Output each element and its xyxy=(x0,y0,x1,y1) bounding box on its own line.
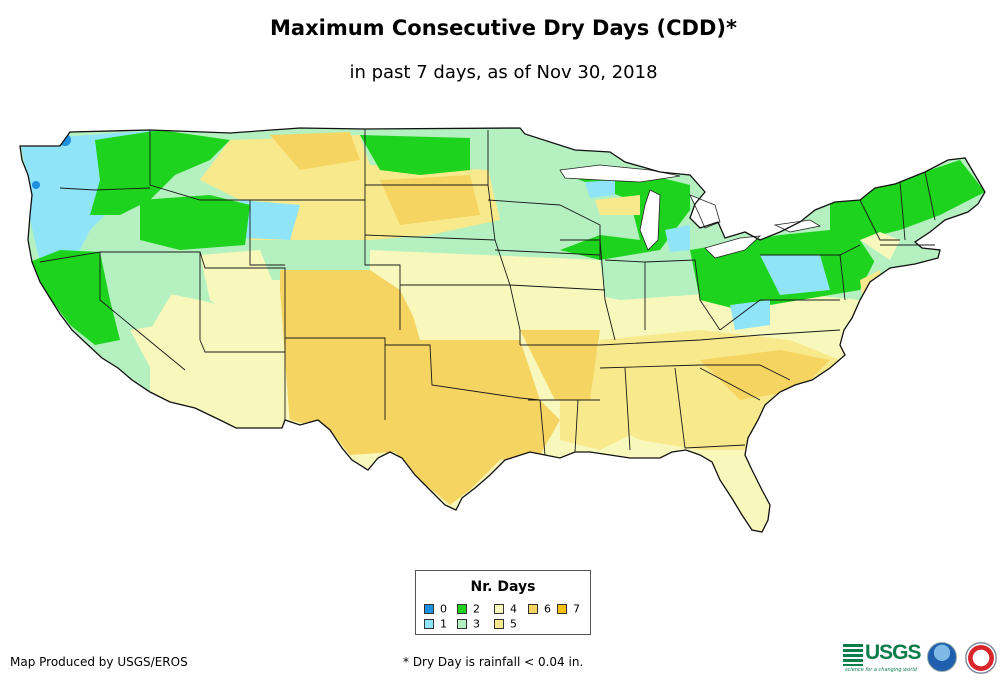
region-montana-6 xyxy=(270,132,360,170)
region-texas-ok xyxy=(280,270,560,505)
legend-item-4: 4 xyxy=(494,602,517,616)
legend-item-1: 1 xyxy=(424,617,447,631)
region-arkansas xyxy=(520,330,600,400)
usgs-mark-icon xyxy=(843,644,863,666)
legend-item-3: 3 xyxy=(457,617,480,631)
nws-logo-icon xyxy=(965,642,997,674)
legend-swatch-3 xyxy=(457,619,467,629)
region-idaho-2 xyxy=(90,130,230,215)
legend-item-0: 0 xyxy=(424,602,447,616)
legend-label-4: 4 xyxy=(510,602,517,616)
state-boundaries xyxy=(39,129,936,456)
region-pa-1 xyxy=(760,255,830,295)
map-subtitle: in past 7 days, as of Nov 30, 2018 xyxy=(349,62,658,83)
region-wisconsin-1 xyxy=(585,180,615,198)
cdd-raster xyxy=(20,128,985,532)
legend-label-7: 7 xyxy=(573,602,580,616)
usgs-logo: USGS xyxy=(865,641,922,664)
legend-label-6: 6 xyxy=(544,602,551,616)
legend-swatch-5 xyxy=(494,619,504,629)
map-credit: Map Produced by USGS/EROS xyxy=(10,655,188,669)
legend-item-2: 2 xyxy=(457,602,480,616)
legend-item-6: 6 xyxy=(528,602,551,616)
region-wi-5 xyxy=(595,195,640,215)
dry-day-note: * Dry Day is rainfall < 0.04 in. xyxy=(403,655,584,669)
region-coast-0 xyxy=(32,181,40,189)
usgs-tagline: science for a changing world xyxy=(845,667,917,673)
legend-swatch-7 xyxy=(557,604,567,614)
region-wyo-2 xyxy=(140,195,250,250)
great-lakes xyxy=(559,164,822,259)
legend-label-0: 0 xyxy=(440,602,447,616)
legend-swatch-0 xyxy=(424,604,434,614)
legend: Nr. Days 0 1 2 3 4 5 6 7 xyxy=(415,570,591,635)
region-dakota-6 xyxy=(380,175,480,225)
region-florida xyxy=(700,450,770,532)
region-utah xyxy=(200,250,280,330)
legend-label-2: 2 xyxy=(473,602,480,616)
region-central-plains xyxy=(370,250,610,330)
legend-swatch-4 xyxy=(494,604,504,614)
region-michigan-1 xyxy=(665,225,690,252)
legend-label-3: 3 xyxy=(473,617,480,631)
noaa-logo-icon xyxy=(927,642,957,672)
agency-logos: USGS science for a changing world xyxy=(843,640,1003,680)
region-california-2 xyxy=(30,250,120,345)
legend-label-5: 5 xyxy=(510,617,517,631)
region-wyoming-1 xyxy=(240,200,300,240)
region-wv-1 xyxy=(730,300,770,330)
legend-title: Nr. Days xyxy=(470,579,536,595)
region-upper-midwest xyxy=(480,130,620,250)
legend-item-5: 5 xyxy=(494,617,517,631)
region-nyc-4 xyxy=(860,232,900,260)
legend-label-1: 1 xyxy=(440,617,447,631)
legend-swatch-2 xyxy=(457,604,467,614)
legend-swatch-6 xyxy=(528,604,538,614)
legend-item-7: 7 xyxy=(557,602,580,616)
region-nd-2 xyxy=(360,135,470,175)
region-new-england-2 xyxy=(830,160,985,240)
legend-swatch-1 xyxy=(424,619,434,629)
map-title: Maximum Consecutive Dry Days (CDD)* xyxy=(270,16,737,40)
